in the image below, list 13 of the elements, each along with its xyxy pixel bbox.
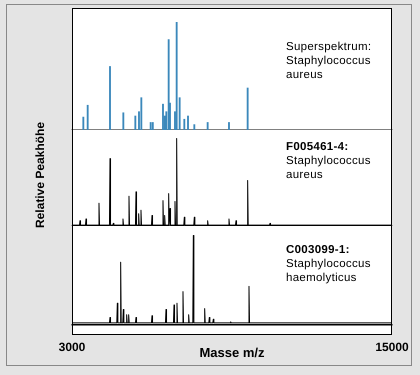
annotation: Superspektrum: — [286, 40, 372, 54]
annotation: aureus — [286, 68, 324, 82]
x-tick-label: 3000 — [58, 340, 86, 354]
text: C003099-1: — [286, 243, 351, 257]
annotation: aureus — [286, 168, 324, 182]
annotation: Staphylococcus — [286, 257, 371, 271]
annotation: Staphylococcus — [286, 54, 372, 68]
x-axis-title: Masse m/z — [199, 345, 265, 360]
y-axis-title: Relative Peakhöhe — [33, 122, 47, 228]
annotation: Staphylococcus — [286, 154, 371, 168]
annotation: haemolyticus — [286, 271, 358, 285]
chart-title: F005461-4: — [286, 140, 350, 154]
x-tick-label: 15000 — [375, 340, 410, 354]
